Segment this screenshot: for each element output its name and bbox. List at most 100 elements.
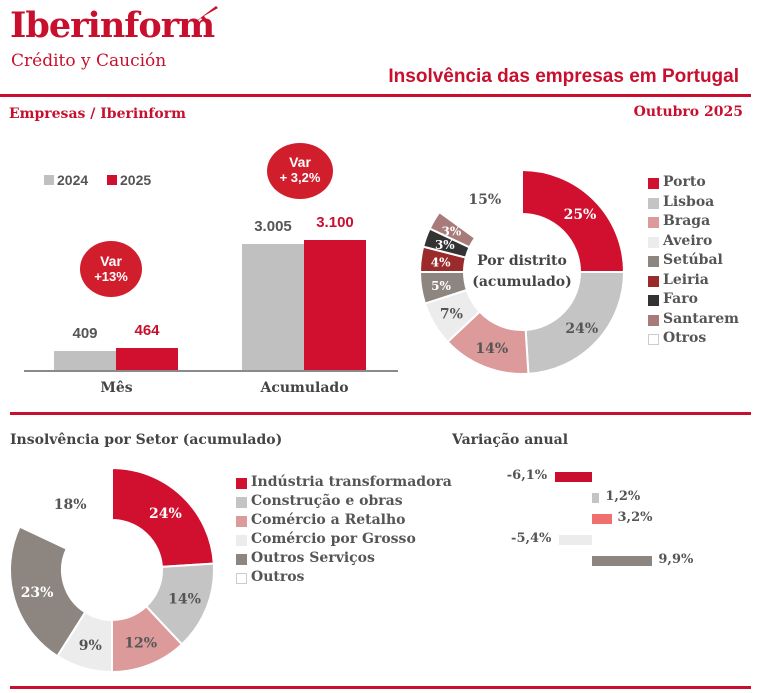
- district-slice-label-7: 3%: [442, 224, 462, 238]
- district-legend-label-8: Otros: [663, 330, 707, 346]
- variation-bubble-acumulado-value: + 3,2%: [279, 170, 321, 185]
- annual-variation-label-3: -5,4%: [511, 531, 552, 546]
- district-legend-swatch-1: [648, 197, 659, 209]
- district-legend-label-3: Aveiro: [663, 232, 713, 249]
- district-legend-swatch-8: [648, 334, 659, 345]
- page-title: Insolvência das empresas em Portugal: [388, 66, 739, 87]
- brand-tagline: Crédito y Caución: [11, 51, 167, 71]
- annual-variation-title: Variação anual: [452, 432, 569, 448]
- sector-legend-label-5: Outros: [251, 569, 305, 585]
- annual-variation-bar-4: [592, 556, 653, 566]
- variation-bubble-mes-value: +13%: [94, 269, 128, 284]
- legend-swatch-2024: [44, 175, 54, 185]
- variation-bubble-acumulado-title: Var: [289, 154, 311, 170]
- district-legend-label-5: Leiria: [663, 271, 709, 288]
- district-slice-label-3: 7%: [440, 307, 463, 323]
- brand-logo: Iberinform: [10, 5, 215, 46]
- district-legend-label-1: Lisboa: [663, 193, 715, 210]
- district-legend: Porto Lisboa Braga Aveiro Setúbal Leiria Faro S…: [648, 174, 753, 354]
- sector-legend-label-1: Construção e obras: [251, 493, 403, 509]
- legend-swatch-2025: [107, 175, 117, 185]
- sector-legend-swatch-1: [236, 497, 247, 508]
- annual-variation-bar-1: [592, 493, 600, 503]
- header-divider: [0, 94, 751, 97]
- plane-logo-icon: [195, 6, 218, 25]
- district-legend-label-4: Setúbal: [663, 252, 723, 268]
- annual-variation-label-2: 3,2%: [617, 510, 653, 525]
- bar-mes-2025: [116, 348, 178, 370]
- sector-legend-swatch-2: [236, 516, 247, 527]
- legend-label-2024: 2024: [57, 172, 89, 188]
- sector-slice-0: [111, 466, 215, 568]
- variation-bubble-acumulado: Var + 3,2%: [267, 143, 333, 199]
- annual-variation-bar-0: [554, 472, 592, 482]
- bar-value-label-mes-2024: 409: [72, 325, 98, 342]
- annual-variation-chart: -6,1% 1,2% 3,2% -5,4% 9,9%: [440, 460, 740, 580]
- sector-legend-label-3: Comércio por Grosso: [251, 531, 416, 547]
- bar-chart-x-axis: [24, 370, 398, 372]
- district-legend-swatch-0: [648, 178, 659, 189]
- district-slice-label-8: 15%: [468, 192, 501, 208]
- variation-bubble-mes: Var +13%: [80, 241, 142, 297]
- sector-legend-label-2: Comércio a Retalho: [251, 512, 406, 528]
- district-slice-label-4: 5%: [431, 279, 451, 293]
- footer-divider: [10, 686, 751, 689]
- sector-slice-label-5: 18%: [54, 497, 87, 513]
- variation-bubble-mes-title: Var: [100, 253, 122, 269]
- annual-variation-bar-2: [592, 514, 612, 524]
- middle-divider: [10, 412, 751, 415]
- district-slice-1: [524, 271, 626, 375]
- report-date: Outubro 2025: [633, 104, 743, 120]
- district-legend-label-2: Braga: [663, 213, 711, 229]
- district-slice-label-2: 14%: [475, 341, 508, 357]
- annual-variation-bar-3: [559, 535, 592, 545]
- district-slice-label-6: 3%: [435, 238, 455, 252]
- sector-legend-swatch-5: [236, 573, 247, 584]
- district-center-label-1: Por distrito: [477, 253, 567, 269]
- annual-variation-label-1: 1,2%: [605, 489, 641, 504]
- bar-acumulado-2024: [242, 244, 304, 370]
- district-legend-label-0: Porto: [663, 174, 706, 190]
- bar-mes-2024: [54, 351, 116, 370]
- sector-legend: Indústria transformadora Construção e obr…: [236, 474, 452, 594]
- sector-legend-swatch-4: [236, 554, 247, 565]
- sector-donut-chart: 24% 14% 12% 9% 23% 18%: [9, 466, 215, 674]
- sector-slice-5: [18, 466, 113, 551]
- district-legend-swatch-7: [648, 314, 659, 326]
- sector-legend-label-0: Indústria transformadora: [251, 474, 452, 490]
- bar-chart: 409 464 3.005 3.100: [0, 0, 400, 400]
- sector-legend-swatch-0: [236, 478, 247, 489]
- bar-value-label-acumulado-2024: 3.005: [254, 218, 292, 235]
- annual-variation-label-0: -6,1%: [506, 468, 548, 483]
- sector-legend-label-4: Outros Serviços: [251, 550, 375, 566]
- bar-value-label-mes-2025: 464: [134, 322, 160, 339]
- district-legend-swatch-2: [648, 217, 659, 228]
- bar-acumulado-2025: [304, 240, 366, 370]
- district-legend-swatch-3: [648, 236, 659, 248]
- annual-variation-label-4: 9,9%: [658, 552, 694, 567]
- district-center-label-2: (acumulado): [472, 274, 572, 290]
- sector-slice-label-1: 14%: [168, 592, 201, 608]
- legend-label-2025: 2025: [120, 172, 152, 188]
- section-subtitle: Empresas / Iberinform: [9, 106, 186, 122]
- sector-slice-label-4: 23%: [21, 585, 54, 601]
- district-donut-chart: 25% 24% 14% 7% 5% 4% 3%3% 15% Por distrito (acumu…: [418, 168, 626, 375]
- district-slice-0: [521, 168, 626, 273]
- district-slice-label-5: 4%: [431, 256, 451, 270]
- x-category-mes: Mês: [100, 380, 133, 396]
- x-category-acumulado: Acumulado: [260, 380, 349, 396]
- sector-slice-label-3: 9%: [79, 638, 102, 654]
- district-legend-label-7: Santarem: [663, 310, 739, 327]
- district-slice-label-1: 24%: [565, 321, 598, 337]
- sector-chart-title: Insolvência por Setor (acumulado): [10, 432, 283, 448]
- district-slice-label-0: 25%: [564, 207, 597, 223]
- bar-value-label-acumulado-2025: 3.100: [316, 214, 354, 231]
- district-legend-swatch-4: [648, 256, 659, 267]
- district-slice-8: [438, 168, 523, 240]
- district-legend-label-6: Faro: [663, 291, 698, 307]
- sector-slice-label-2: 12%: [124, 636, 157, 652]
- sector-slice-4: [9, 525, 87, 658]
- sector-legend-swatch-3: [236, 535, 247, 546]
- sector-slice-label-0: 24%: [149, 506, 182, 522]
- district-legend-swatch-5: [648, 275, 659, 287]
